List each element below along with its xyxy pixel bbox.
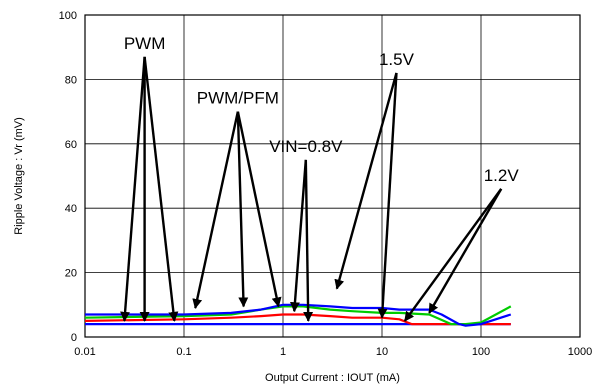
y-tick-label: 100: [59, 10, 77, 22]
y-tick-label: 80: [65, 74, 77, 86]
annotation-label: 1.2V: [484, 166, 520, 185]
annotation-arrow: [428, 188, 503, 314]
x-tick-labels: 0.01 0.1 1 10 100 1000: [74, 346, 592, 358]
annotation-arrow: [403, 188, 503, 322]
y-axis-label: Ripple Voltage : Vr (mV): [13, 117, 25, 235]
series-line-4: [85, 303, 512, 327]
y-tick-label: 0: [71, 332, 77, 344]
series-group: [84, 303, 512, 327]
y-tick-label: 20: [65, 268, 77, 280]
annotation-arrow: [334, 72, 398, 290]
x-tick-label: 100: [472, 346, 490, 358]
annotation-arrow: [143, 56, 179, 322]
y-tick-label: 40: [65, 203, 77, 215]
annotation-arrow: [120, 56, 146, 322]
annotation-label: PWM: [124, 34, 166, 53]
annotation-arrow: [303, 159, 314, 322]
y-tick-labels: 0 20 40 60 80 100: [59, 10, 77, 344]
x-axis-label: Output Current : IOUT (mA): [265, 372, 400, 384]
annotation-label: PWM/PFM: [197, 89, 279, 108]
x-tick-label: 1: [280, 346, 286, 358]
x-tick-label: 0.1: [176, 346, 191, 358]
annotation-arrow: [192, 111, 240, 309]
x-tick-label: 1000: [568, 346, 592, 358]
annotation-arrow: [377, 72, 398, 319]
annotation-arrow: [289, 159, 308, 313]
y-tick-label: 60: [65, 139, 77, 151]
annotation-label: VIN=0.8V: [269, 137, 343, 156]
annotation-arrow: [236, 111, 249, 308]
x-tick-label: 0.01: [74, 346, 95, 358]
annotation-group: PWM PWM/PFM VIN=0.8V 1.5V 1.2V: [120, 34, 520, 322]
annotation-arrow: [236, 111, 282, 308]
grid-lines: [85, 15, 580, 337]
annotation-label: 1.5V: [379, 50, 415, 69]
plot-area: [84, 14, 581, 338]
x-tick-label: 10: [376, 346, 388, 358]
